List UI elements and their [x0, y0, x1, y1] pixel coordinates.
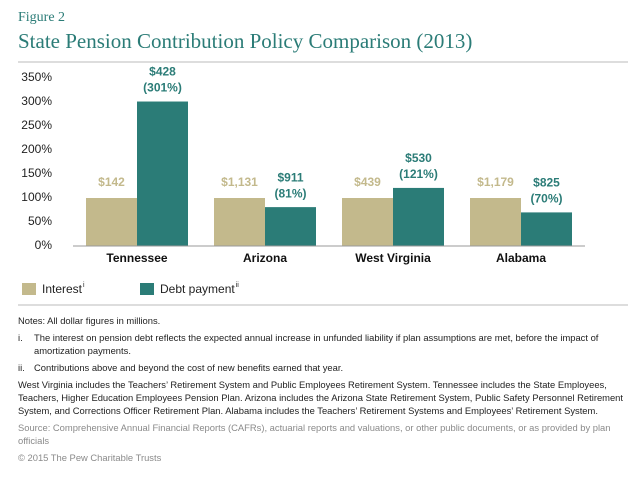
dollar-label: $428	[149, 65, 176, 79]
legend-label: Interest	[42, 282, 83, 296]
dollar-label: $1,131	[221, 175, 258, 189]
dollar-label: $439	[354, 175, 381, 189]
note-item: i. The interest on pension debt reflects …	[18, 331, 630, 357]
x-tick-label: West Virginia	[355, 251, 431, 265]
y-tick-label: 300%	[21, 94, 52, 108]
legend-swatch	[140, 283, 154, 295]
bar	[393, 187, 444, 246]
dollar-label: $825	[533, 176, 560, 190]
bar	[342, 198, 393, 246]
bar	[265, 207, 316, 246]
x-tick-label: Alabama	[496, 251, 546, 265]
data-label: (301%)	[143, 81, 182, 95]
legend-note: ii	[236, 282, 240, 289]
dollar-label: $530	[405, 151, 432, 165]
note-text: The interest on pension debt reflects th…	[34, 332, 599, 356]
dollar-label: $142	[98, 175, 125, 189]
y-tick-label: 100%	[21, 190, 52, 204]
figure-label: Figure 2	[18, 10, 65, 25]
legend-swatch	[22, 283, 36, 295]
note-item: ii. Contributions above and beyond the co…	[18, 361, 630, 374]
y-tick-label: 50%	[28, 214, 52, 228]
y-tick-label: 250%	[21, 118, 52, 132]
x-tick-label: Arizona	[243, 251, 287, 265]
chart: Figure 2 State Pension Contribution Poli…	[18, 10, 628, 306]
copyright: © 2015 The Pew Charitable Trusts	[18, 452, 162, 463]
source: Source: Comprehensive Annual Financial R…	[18, 422, 611, 446]
note-marker: ii.	[18, 362, 25, 373]
chart-title: State Pension Contribution Policy Compar…	[18, 29, 472, 53]
data-label: (70%)	[530, 192, 562, 206]
bar	[137, 101, 188, 247]
data-label: (81%)	[274, 186, 306, 200]
dollar-label: $911	[277, 170, 303, 184]
note: West Virginia includes the Teachers’ Ret…	[18, 379, 624, 416]
note-text: Contributions above and beyond the cost …	[34, 362, 344, 373]
notes: Notes: All dollar figures in millions. i…	[18, 314, 630, 468]
bar	[86, 198, 137, 246]
y-tick-label: 0%	[35, 238, 53, 252]
bar	[521, 212, 572, 246]
note: Notes: All dollar figures in millions.	[18, 315, 161, 326]
legend-note: i	[83, 282, 85, 289]
y-tick-label: 150%	[21, 166, 52, 180]
bar	[470, 198, 521, 246]
y-tick-label: 200%	[21, 142, 52, 156]
bar	[214, 198, 265, 246]
legend-label: Debt payment	[160, 282, 235, 296]
y-tick-label: 350%	[21, 70, 52, 84]
note-marker: i.	[18, 332, 23, 343]
x-tick-label: Tennessee	[106, 251, 167, 265]
dollar-label: $1,179	[477, 175, 514, 189]
data-label: (121%)	[399, 167, 438, 181]
